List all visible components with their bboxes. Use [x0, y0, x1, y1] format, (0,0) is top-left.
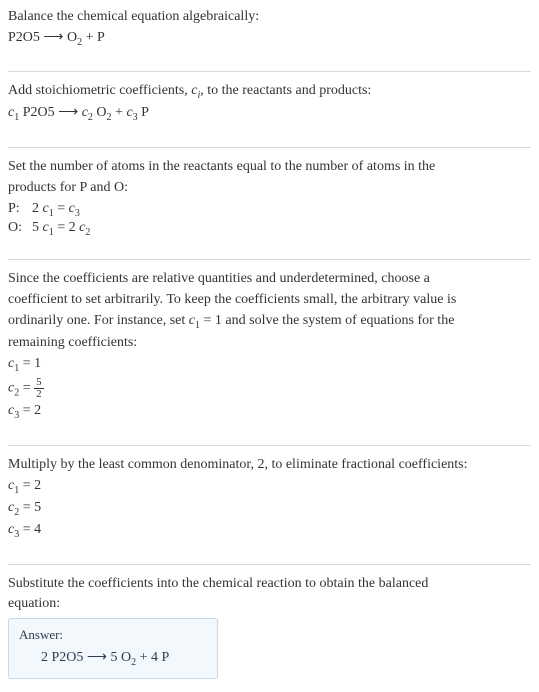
intro-line: Set the number of atoms in the reactants… [8, 158, 531, 177]
separator [8, 71, 531, 72]
intro-line: Balance the chemical equation algebraica… [8, 8, 531, 27]
intro-line: ordinarily one. For instance, set c1 = 1… [8, 312, 531, 332]
table-row: P: 2 c1 = c3 [8, 200, 96, 220]
separator [8, 259, 531, 260]
intro-line: coefficient to set arbitrarily. To keep … [8, 291, 531, 310]
coef-value: c2 = 5 [8, 499, 531, 519]
atom-balance-table: P: 2 c1 = c3 O: 5 c1 = 2 c2 [8, 200, 96, 240]
intro-line: equation: [8, 595, 531, 614]
spacer [8, 239, 531, 253]
equation-unbalanced: P2O5 ⟶ O2 + P [8, 29, 531, 49]
coef-value: c1 = 1 [8, 355, 531, 375]
answer-box: Answer: 2 P2O5 ⟶ 5 O2 + 4 P [8, 618, 218, 679]
intro-line: remaining coefficients: [8, 334, 531, 353]
answer-label: Answer: [19, 627, 207, 643]
coef-value: c2 = 52 [8, 377, 531, 400]
intro-line: products for P and O: [8, 179, 531, 198]
coef-value: c3 = 2 [8, 402, 531, 422]
answer-equation: 2 P2O5 ⟶ 5 O2 + 4 P [19, 649, 207, 668]
separator [8, 445, 531, 446]
separator [8, 147, 531, 148]
intro-line: Multiply by the least common denominator… [8, 456, 531, 475]
element-label: P: [8, 200, 32, 220]
spacer [8, 51, 531, 65]
element-label: O: [8, 219, 32, 239]
intro-line: Since the coefficients are relative quan… [8, 270, 531, 289]
coef-value: c1 = 2 [8, 477, 531, 497]
spacer [8, 544, 531, 558]
coef-value: c3 = 4 [8, 521, 531, 541]
spacer [8, 425, 531, 439]
equation-with-coeffs: c1 P2O5 ⟶ c2 O2 + c3 P [8, 104, 531, 124]
table-row: O: 5 c1 = 2 c2 [8, 219, 96, 239]
balance-equation: 5 c1 = 2 c2 [32, 219, 96, 239]
balance-equation: 2 c1 = c3 [32, 200, 96, 220]
intro-line: Add stoichiometric coefficients, ci, to … [8, 82, 531, 102]
spacer [8, 127, 531, 141]
separator [8, 564, 531, 565]
intro-line: Substitute the coefficients into the che… [8, 575, 531, 594]
